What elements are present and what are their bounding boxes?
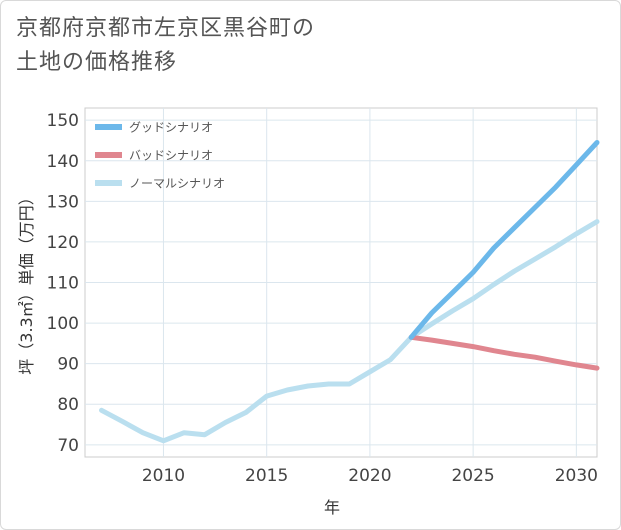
y-tick-label: 120 xyxy=(47,233,79,253)
y-axis-ticks: 70 80 90 100 110 120 130 140 150 xyxy=(47,111,79,456)
y-axis-label: 坪（3.3㎡）単価（万円） xyxy=(17,189,36,374)
series-line-0 xyxy=(408,140,600,340)
y-tick-label: 100 xyxy=(47,314,79,334)
y-tick-label: 140 xyxy=(47,152,79,172)
series-lines xyxy=(99,140,600,444)
x-tick-label: 2020 xyxy=(348,466,391,486)
x-tick-label: 2015 xyxy=(245,466,288,486)
series-line-2 xyxy=(99,219,600,444)
y-tick-label: 130 xyxy=(47,192,79,212)
x-axis-ticks: 2010 2015 2020 2025 2030 xyxy=(142,466,598,486)
legend-label: グッドシナリオ xyxy=(129,121,213,135)
y-tick-label: 70 xyxy=(57,436,79,456)
x-tick-label: 2030 xyxy=(555,466,598,486)
grid-lines xyxy=(85,108,597,457)
legend-label: バッドシナリオ xyxy=(129,149,213,163)
legend-label: ノーマルシナリオ xyxy=(129,177,225,191)
title-line-1: 京都府京都市左京区黒谷町の xyxy=(16,16,316,41)
x-tick-label: 2010 xyxy=(142,466,185,486)
title-line-2: 土地の価格推移 xyxy=(16,50,178,75)
y-tick-label: 110 xyxy=(47,274,79,294)
y-tick-label: 80 xyxy=(57,395,79,415)
chart-title: 京都府京都市左京区黒谷町の 土地の価格推移 xyxy=(16,12,376,80)
x-tick-label: 2025 xyxy=(451,466,494,486)
y-tick-label: 90 xyxy=(57,355,79,375)
y-tick-label: 150 xyxy=(47,111,79,131)
series-line-1 xyxy=(408,334,600,371)
x-axis-label: 年 xyxy=(324,498,340,517)
